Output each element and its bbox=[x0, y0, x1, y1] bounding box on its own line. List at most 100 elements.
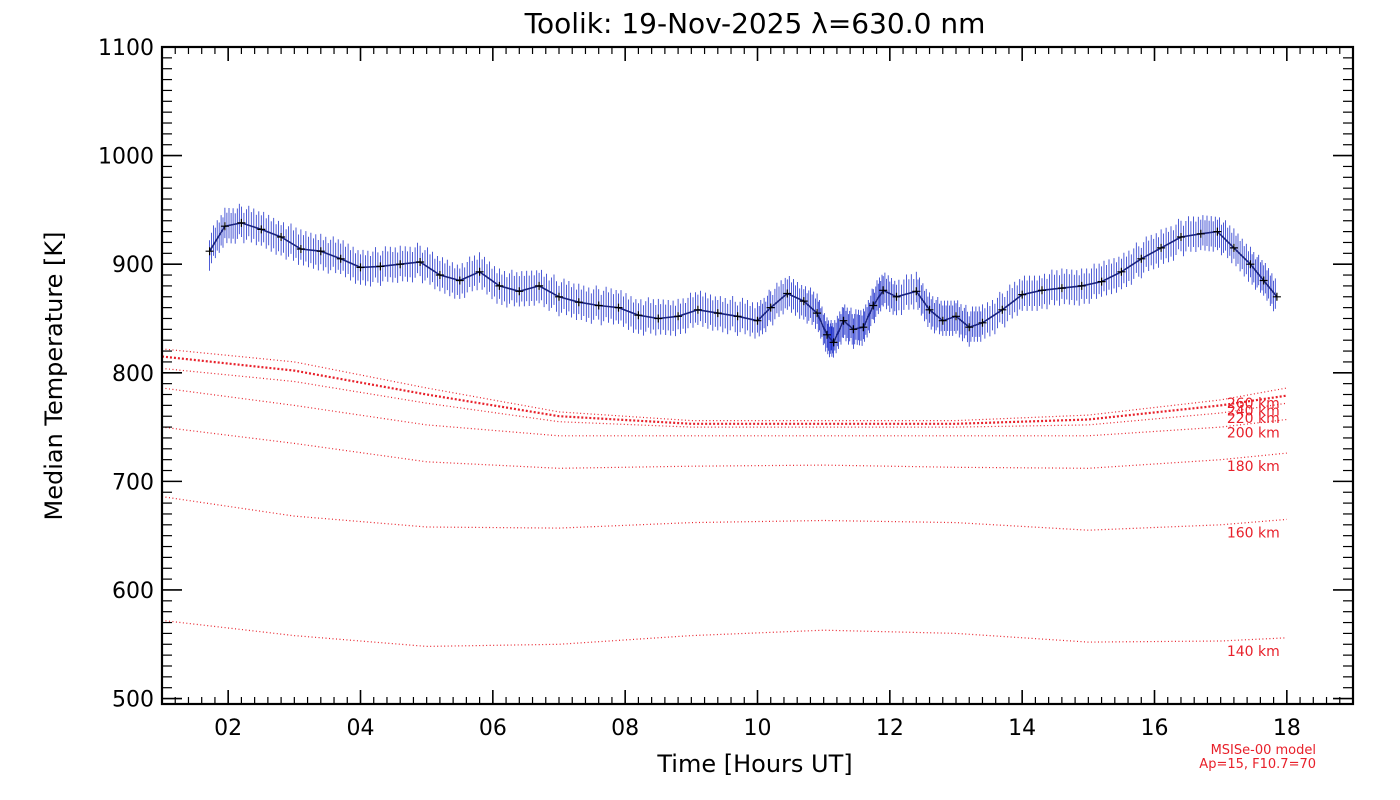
data-point bbox=[1213, 227, 1222, 236]
data-point bbox=[912, 287, 921, 296]
data-point bbox=[813, 309, 822, 318]
data-point bbox=[1177, 233, 1185, 241]
data-point bbox=[766, 303, 775, 312]
y-tick-label: 1000 bbox=[98, 145, 154, 170]
data-point bbox=[829, 338, 838, 347]
x-tick-label: 06 bbox=[479, 716, 507, 741]
data-point bbox=[1077, 281, 1086, 290]
model-note-line2: Ap=15, F10.7=70 bbox=[1199, 757, 1316, 772]
model-line-180-km bbox=[161, 426, 1287, 469]
data-point bbox=[555, 292, 563, 301]
data-point bbox=[849, 325, 858, 334]
x-tick-label: 04 bbox=[347, 716, 375, 741]
data-point bbox=[277, 233, 286, 241]
x-tick-label: 02 bbox=[214, 716, 242, 741]
data-point bbox=[594, 301, 603, 310]
data-point bbox=[1259, 276, 1268, 285]
model-label-180-km: 180 km bbox=[1227, 459, 1280, 475]
data-point bbox=[535, 281, 544, 290]
data-point bbox=[205, 247, 214, 256]
data-point bbox=[515, 287, 524, 296]
data-point bbox=[316, 247, 325, 256]
data-point bbox=[455, 276, 464, 285]
data-point bbox=[495, 281, 504, 290]
model-line-220-km bbox=[161, 367, 1287, 428]
data-point bbox=[1018, 290, 1027, 299]
model-label-240-km: 240 km bbox=[1227, 404, 1280, 420]
measured-series bbox=[205, 218, 1281, 347]
model-lines bbox=[161, 348, 1287, 648]
model-line-260-km bbox=[161, 348, 1287, 422]
data-point bbox=[574, 298, 583, 307]
data-point bbox=[713, 309, 722, 318]
data-point bbox=[1038, 286, 1046, 295]
data-point bbox=[1057, 284, 1066, 293]
data-point bbox=[938, 316, 947, 325]
y-axis-label: Median Temperature [K] bbox=[40, 231, 68, 520]
axis-tick-labels: 02 04 06 08 10 12 14 16 18 500 600 700 800 900 1000 110… bbox=[98, 36, 1301, 741]
data-point bbox=[1137, 254, 1146, 263]
data-point bbox=[654, 314, 663, 323]
data-point bbox=[634, 311, 643, 320]
data-point bbox=[220, 222, 229, 231]
model-line-200-km bbox=[161, 387, 1287, 437]
data-point bbox=[1097, 277, 1106, 286]
data-point bbox=[892, 292, 901, 301]
data-point bbox=[475, 267, 484, 276]
data-point bbox=[614, 303, 623, 312]
data-point bbox=[296, 245, 305, 253]
data-point bbox=[753, 316, 762, 325]
data-point bbox=[237, 218, 246, 227]
model-line-140-km bbox=[161, 619, 1287, 648]
x-tick-label: 10 bbox=[744, 716, 772, 741]
data-point bbox=[1117, 267, 1126, 276]
x-tick-label: 12 bbox=[876, 716, 904, 741]
model-label-140-km: 140 km bbox=[1227, 644, 1280, 660]
y-tick-label: 600 bbox=[112, 579, 154, 604]
data-point bbox=[869, 301, 878, 310]
data-point bbox=[396, 260, 405, 269]
plot-frame bbox=[160, 45, 1355, 706]
data-point bbox=[257, 225, 266, 234]
y-tick-label: 900 bbox=[112, 253, 154, 278]
data-point bbox=[336, 254, 345, 263]
x-tick-label: 14 bbox=[1008, 716, 1036, 741]
model-label-220-km: 220 km bbox=[1227, 411, 1280, 427]
data-point bbox=[733, 312, 742, 321]
data-point bbox=[998, 305, 1007, 314]
model-label-160-km: 160 km bbox=[1227, 525, 1280, 541]
data-point bbox=[879, 286, 888, 295]
model-label-260-km: 260 km bbox=[1227, 396, 1280, 412]
y-tick-label: 500 bbox=[112, 688, 154, 713]
data-point bbox=[783, 289, 792, 298]
data-point bbox=[693, 305, 702, 314]
data-point bbox=[859, 323, 868, 332]
model-label-200-km: 200 km bbox=[1227, 425, 1280, 441]
data-point bbox=[952, 312, 960, 321]
y-tick-label: 700 bbox=[112, 470, 154, 495]
model-note-line1: MSISe-00 model bbox=[1211, 743, 1316, 758]
error-bars bbox=[209, 203, 1276, 358]
data-point bbox=[416, 258, 425, 266]
data-point bbox=[1229, 243, 1238, 252]
data-point bbox=[965, 323, 974, 332]
x-tick-label: 16 bbox=[1141, 716, 1169, 741]
model-line-240-km bbox=[161, 355, 1287, 425]
y-tick-label: 800 bbox=[112, 362, 154, 387]
data-point bbox=[925, 305, 934, 314]
data-point bbox=[1157, 243, 1166, 252]
data-point bbox=[674, 312, 683, 321]
model-line-160-km bbox=[161, 496, 1287, 531]
y-tick-label: 1100 bbox=[98, 36, 154, 61]
x-tick-label: 08 bbox=[611, 716, 639, 741]
data-point bbox=[823, 330, 831, 339]
data-point bbox=[1246, 260, 1255, 269]
chart-title: Toolik: 19-Nov-2025 λ=630.0 nm bbox=[524, 7, 986, 40]
data-point bbox=[435, 271, 444, 279]
data-point bbox=[356, 263, 365, 272]
data-point bbox=[799, 297, 808, 306]
x-axis-label: Time [Hours UT] bbox=[656, 750, 852, 778]
x-tick-label: 18 bbox=[1273, 716, 1301, 741]
